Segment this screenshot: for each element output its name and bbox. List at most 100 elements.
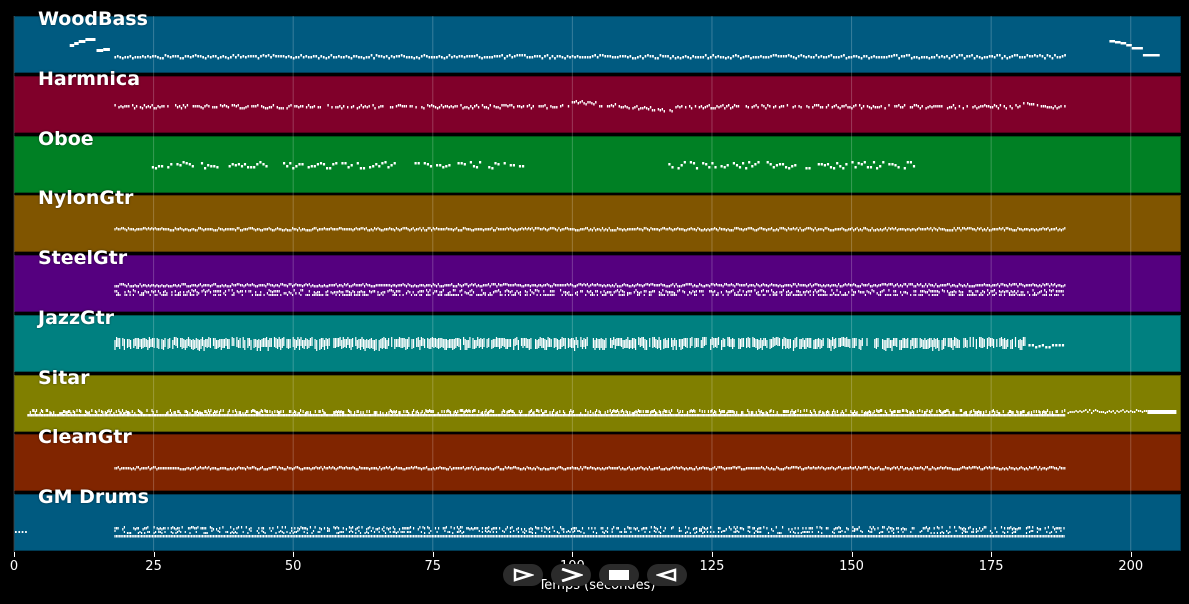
note [1038,409,1040,413]
note [702,285,704,288]
note [932,413,934,416]
note [843,228,845,231]
note [369,229,371,232]
note [1033,409,1035,413]
note [214,229,217,232]
track-harmnica[interactable]: Harmnica [14,68,1181,133]
note [794,294,796,296]
note [873,413,875,416]
note-lane [151,160,916,169]
note [595,337,598,348]
note [717,284,719,287]
note [374,413,377,416]
note-lane [114,283,1066,296]
note [776,228,778,231]
note [621,408,623,412]
note [698,413,700,416]
note [156,337,158,348]
note [893,294,895,296]
note [769,294,771,296]
note [335,228,337,231]
note [1045,294,1047,296]
note [592,411,594,415]
note [623,410,625,414]
note [661,413,663,416]
note [126,294,128,296]
note [327,467,329,470]
note [871,289,873,292]
note [506,410,508,414]
track-nylongtr[interactable]: NylonGtr [14,187,1181,253]
track-steelgtr[interactable]: SteelGtr [14,247,1181,312]
note [1040,413,1042,416]
note [549,410,551,414]
note [1050,105,1052,109]
note [226,413,228,416]
note [348,56,350,59]
note [903,291,905,294]
note [178,409,180,413]
note [124,228,126,231]
note [374,285,376,288]
note [215,413,217,416]
note [415,466,418,469]
track-sitar[interactable]: Sitar [14,367,1181,432]
note [183,338,185,348]
note [335,105,337,109]
note [225,104,228,108]
note [680,413,682,416]
note [658,409,660,413]
note [74,410,76,414]
note [838,56,840,59]
track-oboe[interactable]: Oboe [14,128,1181,193]
note [571,294,573,296]
note [185,161,188,164]
note [332,284,334,287]
note [164,54,167,57]
note [919,106,921,110]
note [528,410,530,414]
note [999,337,1001,347]
note [154,285,156,288]
note [224,467,227,470]
note [761,227,763,230]
note [564,411,566,415]
track-cleangtr[interactable]: CleanGtr [14,426,1181,492]
note [320,285,322,288]
note [845,57,848,60]
note [645,283,647,286]
note [530,106,533,110]
note [963,57,966,60]
note [418,57,421,60]
note [700,284,702,287]
note [708,165,711,168]
note [702,56,705,59]
note [1045,291,1047,294]
note [571,100,574,104]
note [925,228,927,231]
note [454,294,456,296]
note [259,410,261,414]
note [901,228,903,231]
note [327,228,329,231]
note [245,468,247,471]
note [335,413,337,416]
note [847,105,849,109]
note [226,228,228,231]
note [129,285,131,288]
note [124,411,126,415]
note [166,467,168,470]
note [920,228,922,231]
note [267,339,269,351]
note [470,104,472,108]
note [479,413,481,416]
track-jazzgtr[interactable]: JazzGtr [14,307,1181,372]
note [365,283,367,286]
note [527,338,529,348]
note [1098,410,1101,413]
note [993,56,996,59]
note [365,413,367,416]
track-woodbass[interactable]: WoodBass [14,8,1181,73]
note [335,56,338,59]
note [152,291,155,294]
